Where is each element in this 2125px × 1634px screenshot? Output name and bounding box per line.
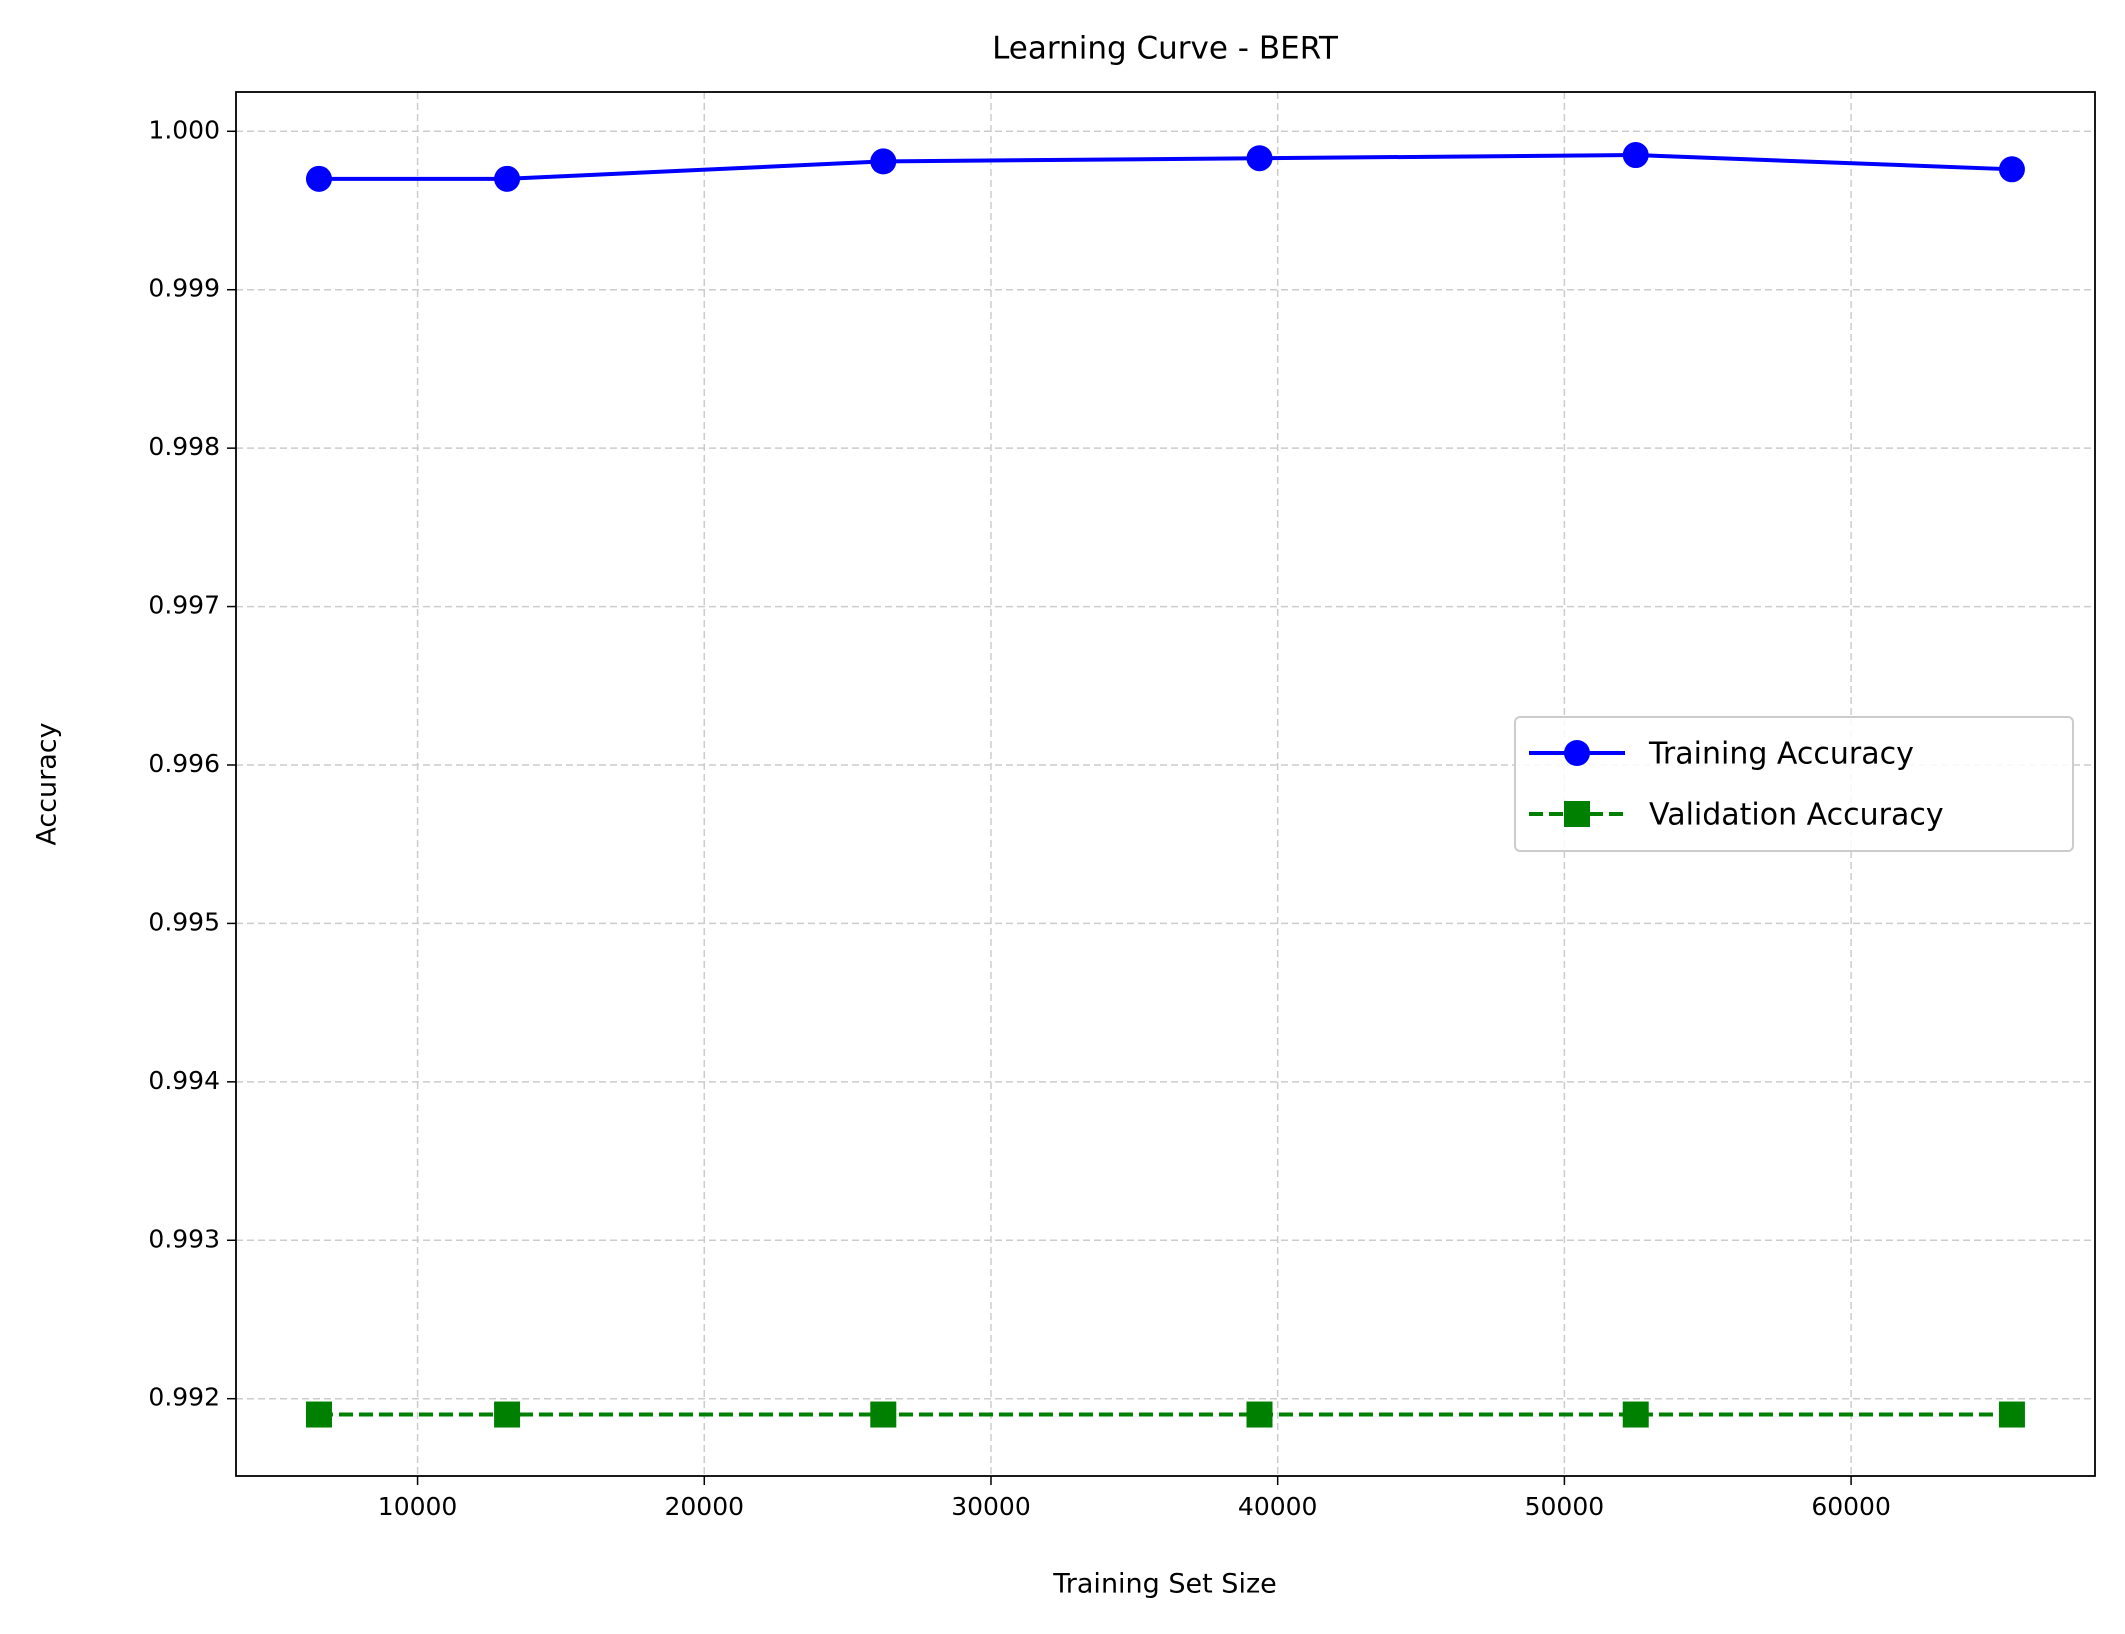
data-point bbox=[870, 1401, 897, 1428]
y-tick-label: 0.998 bbox=[148, 432, 220, 461]
y-tick-label: 0.997 bbox=[148, 591, 220, 620]
plot-frame bbox=[235, 91, 2096, 1477]
x-tick-label: 40000 bbox=[1238, 1492, 1318, 1521]
data-point bbox=[305, 165, 332, 192]
x-tick-label: 50000 bbox=[1525, 1492, 1605, 1521]
legend-box bbox=[1514, 716, 2074, 852]
data-point bbox=[305, 1401, 332, 1428]
legend-label: Validation Accuracy bbox=[1649, 798, 1944, 833]
y-tick-label: 0.992 bbox=[148, 1383, 220, 1412]
x-axis-label: Training Set Size bbox=[1052, 1569, 1276, 1600]
y-tick-label: 1.000 bbox=[148, 115, 220, 144]
legend-marker bbox=[1564, 740, 1590, 766]
series-line bbox=[318, 153, 2013, 181]
legend-label: Training Accuracy bbox=[1648, 737, 1914, 772]
x-tick-label: 60000 bbox=[1811, 1492, 1891, 1521]
data-point bbox=[494, 1401, 521, 1428]
data-point bbox=[1622, 142, 1649, 169]
legend-marker bbox=[1564, 801, 1590, 827]
x-tick-label: 10000 bbox=[378, 1492, 458, 1521]
x-tick-label: 30000 bbox=[951, 1492, 1031, 1521]
x-tick-label: 20000 bbox=[665, 1492, 745, 1521]
y-tick-label: 0.996 bbox=[148, 749, 220, 778]
data-point bbox=[1622, 1401, 1649, 1428]
y-tick-label: 0.994 bbox=[148, 1066, 220, 1095]
chart-title: Learning Curve - BERT bbox=[992, 31, 1339, 67]
data-point bbox=[494, 165, 521, 192]
y-tick-label: 0.999 bbox=[148, 274, 220, 303]
y-tick-label: 0.995 bbox=[148, 907, 220, 936]
data-point bbox=[1998, 1401, 2025, 1428]
y-axis-label: Accuracy bbox=[32, 722, 63, 845]
y-tick-label: 0.993 bbox=[148, 1224, 220, 1253]
data-point bbox=[1246, 1401, 1273, 1428]
data-point bbox=[1998, 156, 2025, 183]
data-point bbox=[870, 148, 897, 175]
data-point bbox=[1246, 145, 1273, 172]
